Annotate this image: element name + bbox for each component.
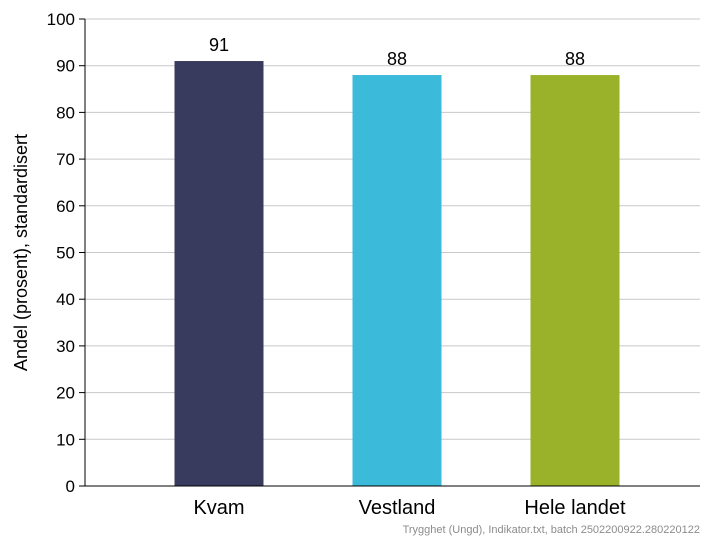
y-tick-label: 10 xyxy=(56,430,75,449)
category-label: Kvam xyxy=(193,497,244,519)
y-tick-label: 30 xyxy=(56,337,75,356)
y-tick-label: 0 xyxy=(66,477,75,496)
bar-hele-landet xyxy=(530,75,620,486)
y-tick-label: 80 xyxy=(56,103,75,122)
y-tick-label: 90 xyxy=(56,57,75,76)
bars xyxy=(174,61,620,486)
bar-vestland xyxy=(352,75,442,486)
y-tick-label: 50 xyxy=(56,244,75,263)
y-axis-ticks: 0 10 20 30 40 50 60 70 80 90 100 xyxy=(47,10,85,496)
y-tick-label: 100 xyxy=(47,10,75,29)
category-labels: Kvam Vestland Hele landet xyxy=(193,497,626,519)
y-tick-label: 60 xyxy=(56,197,75,216)
value-label: 88 xyxy=(565,49,585,69)
y-tick-label: 20 xyxy=(56,384,75,403)
y-tick-label: 70 xyxy=(56,150,75,169)
value-label: 88 xyxy=(387,49,407,69)
category-label: Vestland xyxy=(359,497,436,519)
value-label: 91 xyxy=(209,35,229,55)
y-axis-title: Andel (prosent), standardisert xyxy=(11,134,31,371)
bar-kvam xyxy=(174,61,264,486)
category-label: Hele landet xyxy=(524,497,626,519)
y-tick-label: 40 xyxy=(56,290,75,309)
value-labels: 91 88 88 xyxy=(209,35,585,69)
footnote: Trygghet (Ungd), Indikator.txt, batch 25… xyxy=(403,524,700,536)
